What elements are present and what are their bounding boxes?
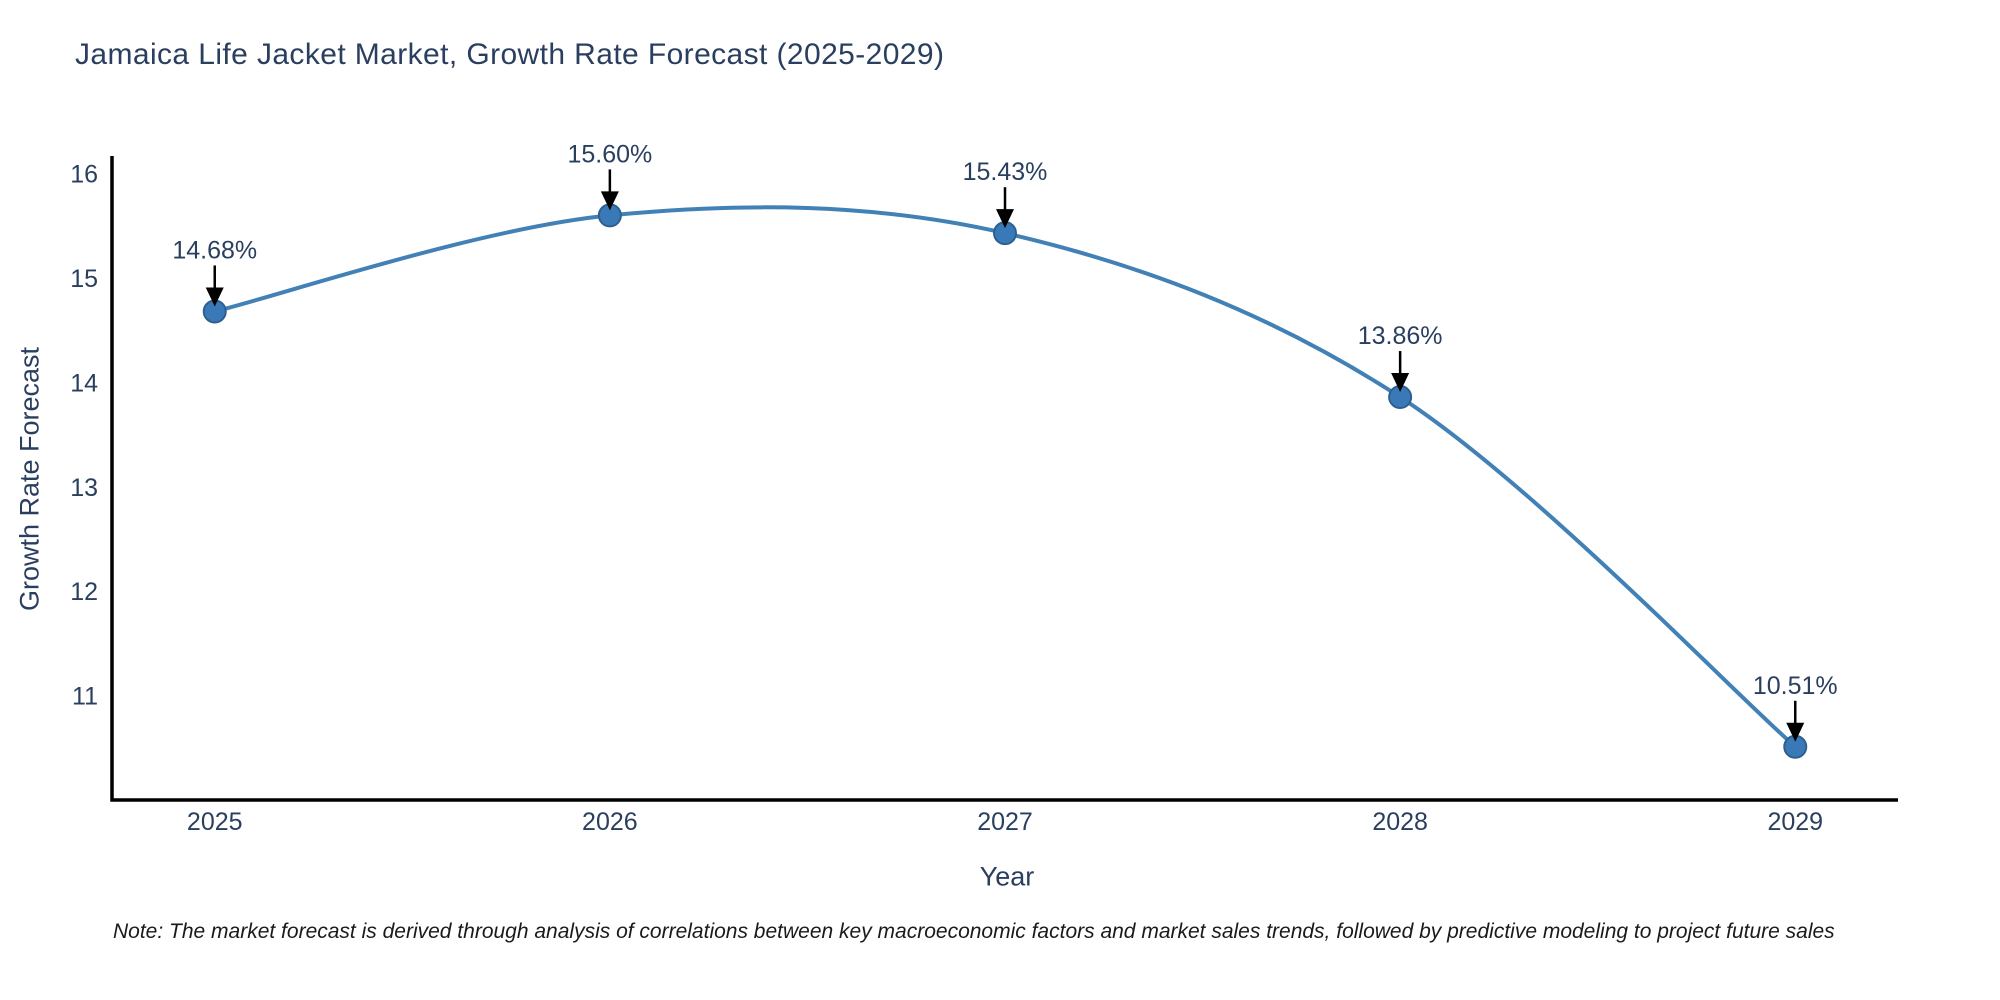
axes: [110, 156, 1898, 802]
x-tick-label: 2027: [977, 808, 1033, 836]
data-label: 15.43%: [963, 158, 1048, 186]
footnote: Note: The market forecast is derived thr…: [113, 920, 1835, 943]
x-tick-label: 2029: [1767, 808, 1823, 836]
data-label: 15.60%: [567, 140, 652, 168]
data-label: 14.68%: [172, 236, 257, 264]
y-tick-label: 15: [70, 265, 98, 293]
annotation-arrowhead: [1391, 373, 1410, 393]
y-tick-label: 13: [70, 474, 98, 502]
data-label: 13.86%: [1358, 322, 1443, 350]
x-tick-label: 2025: [187, 808, 243, 836]
growth-rate-line: [212, 205, 1798, 749]
annotation-arrowhead: [205, 287, 224, 307]
y-tick-label: 16: [70, 161, 98, 189]
chart-title: Jamaica Life Jacket Market, Growth Rate …: [75, 38, 945, 71]
x-axis-title: Year: [979, 861, 1035, 892]
y-axis-title: Growth Rate Forecast: [14, 346, 45, 612]
annotation-arrowhead: [996, 209, 1014, 229]
annotation-arrowhead: [1786, 722, 1805, 742]
y-tick-label: 12: [70, 578, 98, 606]
data-label: 10.51%: [1753, 672, 1838, 700]
x-tick-label: 2028: [1372, 808, 1428, 836]
annotation-arrowhead: [600, 191, 619, 211]
x-tick-label: 2026: [582, 808, 638, 836]
y-tick-label: 11: [72, 683, 98, 711]
y-tick-label: 14: [70, 369, 98, 397]
